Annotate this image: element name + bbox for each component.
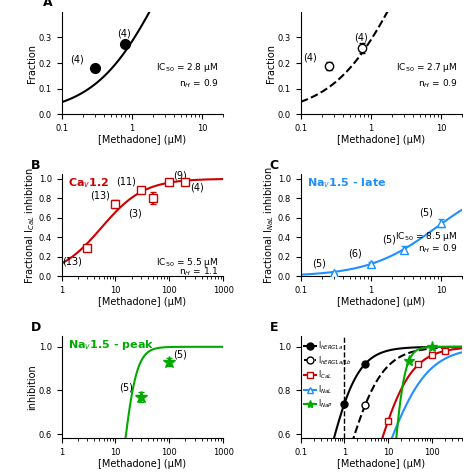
Text: (5): (5) (419, 208, 433, 218)
Text: IC$_{50}$ = 2.7 μM: IC$_{50}$ = 2.7 μM (396, 61, 457, 74)
Text: n$_{H}$ = 1.1: n$_{H}$ = 1.1 (179, 265, 219, 278)
Y-axis label: Fractional I$_{NaL}$ inhibition: Fractional I$_{NaL}$ inhibition (263, 166, 276, 284)
Text: E: E (270, 320, 278, 334)
Y-axis label: inhibition: inhibition (27, 365, 37, 410)
Text: IC$_{50}$ = 2.8 μM: IC$_{50}$ = 2.8 μM (156, 61, 219, 74)
Text: (4): (4) (303, 52, 317, 62)
X-axis label: [Methadone] (μM): [Methadone] (μM) (98, 297, 186, 307)
Text: B: B (31, 158, 40, 172)
X-axis label: [Methadone] (μM): [Methadone] (μM) (337, 458, 426, 469)
Text: (5): (5) (173, 350, 187, 360)
X-axis label: [Methadone] (μM): [Methadone] (μM) (337, 135, 426, 145)
Text: n$_{H}$ = 0.9: n$_{H}$ = 0.9 (418, 77, 457, 90)
Text: (5): (5) (312, 258, 326, 269)
Text: (6): (6) (348, 249, 362, 259)
X-axis label: [Methadone] (μM): [Methadone] (μM) (98, 458, 186, 469)
Legend: I$_{hERG1a}$, I$_{hERG1a/1b}$, I$_{CaL}$, I$_{NaL}$, I$_{NaP}$: I$_{hERG1a}$, I$_{hERG1a/1b}$, I$_{CaL}$… (304, 340, 352, 410)
Y-axis label: Fraction: Fraction (266, 44, 276, 82)
Text: (3): (3) (128, 209, 142, 219)
Text: Na$_{v}$1.5 - late: Na$_{v}$1.5 - late (307, 176, 387, 190)
Text: IC$_{50}$ = 8.5 μM: IC$_{50}$ = 8.5 μM (395, 230, 457, 243)
Text: n$_{H}$ = 0.9: n$_{H}$ = 0.9 (179, 77, 219, 90)
Text: (5): (5) (119, 382, 133, 392)
Text: (11): (11) (116, 176, 136, 186)
X-axis label: [Methadone] (μM): [Methadone] (μM) (98, 135, 186, 145)
X-axis label: [Methadone] (μM): [Methadone] (μM) (337, 297, 426, 307)
Text: n$_{H}$ = 0.9: n$_{H}$ = 0.9 (418, 243, 457, 255)
Text: (4): (4) (70, 55, 84, 64)
Text: A: A (43, 0, 52, 9)
Text: (13): (13) (62, 256, 82, 266)
Text: IC$_{50}$ = 5.5 μM: IC$_{50}$ = 5.5 μM (156, 256, 219, 269)
Y-axis label: Fractional I$_{CaL}$ inhibition: Fractional I$_{CaL}$ inhibition (23, 166, 37, 284)
Text: (13): (13) (91, 190, 110, 200)
Text: (4): (4) (190, 182, 203, 192)
Text: (9): (9) (173, 170, 187, 180)
Text: (4): (4) (354, 33, 367, 43)
Text: Ca$_{v}$1.2: Ca$_{v}$1.2 (68, 176, 109, 190)
Y-axis label: Fraction: Fraction (27, 44, 37, 82)
Text: (5): (5) (382, 235, 396, 245)
Text: Na$_{v}$1.5 - peak: Na$_{v}$1.5 - peak (68, 338, 155, 352)
Text: (4): (4) (117, 29, 130, 39)
Text: D: D (31, 320, 41, 334)
Text: C: C (270, 158, 279, 172)
